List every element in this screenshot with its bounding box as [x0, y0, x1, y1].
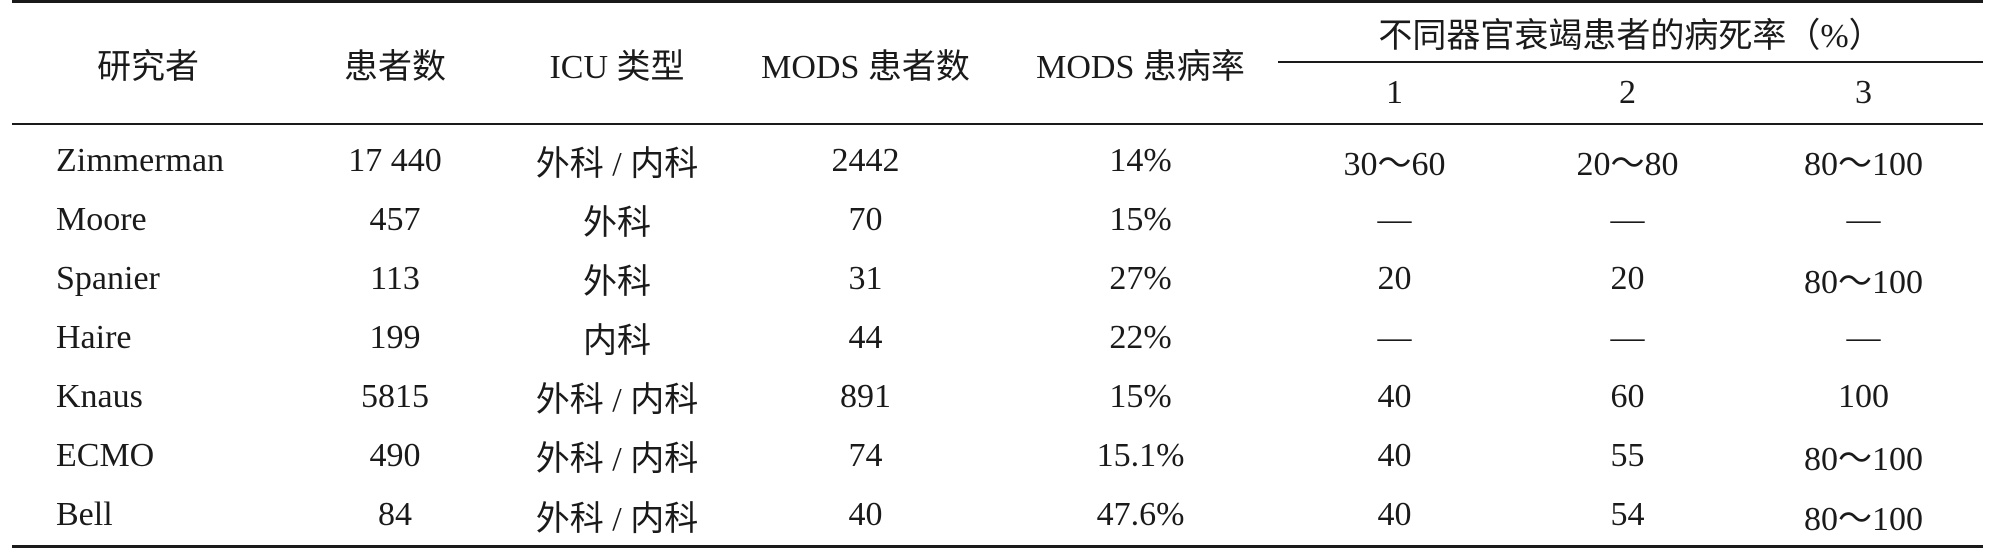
- header-icu-type: ICU 类型: [506, 0, 728, 125]
- header-row-bottom: 1 2 3: [12, 62, 1983, 125]
- cell-mortality-2: —: [1610, 318, 1645, 356]
- cell-researcher: ECMO: [56, 436, 155, 474]
- cell-mortality-3: —: [1846, 318, 1881, 356]
- cell-icu-type: 外科: [583, 264, 651, 301]
- cell-researcher: Knaus: [56, 377, 143, 415]
- table-row: Bell 84 外科 / 内科 40 47.6% 40 54 80～100: [12, 485, 1983, 548]
- table-row: Knaus 5815 外科 / 内科 891 15% 40 60 100: [12, 367, 1983, 426]
- table-row: Zimmerman 17 440 外科 / 内科 2442 14% 30～60 20～80 8…: [12, 124, 1983, 190]
- cell-mortality-3: 80～100: [1804, 146, 1923, 183]
- cell-researcher: Bell: [12, 485, 284, 548]
- cell-mortality-3: —: [1846, 200, 1881, 238]
- cell-patients: 5815: [361, 377, 429, 415]
- cell-mods-patients: 44: [848, 318, 883, 356]
- table-row: Spanier 113 外科 31 27% 20 20 80～100: [12, 249, 1983, 308]
- cell-patients: 113: [370, 259, 420, 297]
- cell-researcher: Spanier: [56, 259, 160, 297]
- cell-mods-rate: 15%: [1109, 377, 1172, 415]
- header-patients: 患者数: [284, 0, 506, 125]
- cell-mortality-2: 60: [1610, 377, 1645, 415]
- cell-mortality-1: 40: [1377, 377, 1412, 415]
- cell-mods-rate: 15%: [1109, 200, 1172, 238]
- table-row: Moore 457 外科 70 15% — — —: [12, 190, 1983, 249]
- cell-researcher: Haire: [56, 318, 132, 356]
- cell-researcher: Moore: [56, 200, 147, 238]
- cell-icu-type: 外科 / 内科: [535, 146, 699, 183]
- cell-mods-patients: 891: [840, 377, 891, 415]
- cell-mortality-1: 20: [1377, 259, 1412, 297]
- table-body: Zimmerman 17 440 外科 / 内科 2442 14% 30～60 20～80 8…: [12, 124, 1983, 548]
- cell-icu-type: 外科 / 内科: [535, 441, 699, 478]
- cell-mods-patients: 74: [848, 436, 883, 474]
- cell-mortality-3: 100: [1838, 377, 1889, 415]
- cell-mortality-2: —: [1610, 200, 1645, 238]
- cell-patients: 84: [284, 485, 506, 548]
- cell-mortality-3: 80～100: [1744, 485, 1983, 548]
- cell-mods-rate: 27%: [1109, 259, 1172, 297]
- cell-mods-patients: 31: [848, 259, 883, 297]
- cell-mortality-3: 80～100: [1804, 264, 1923, 301]
- cell-mortality-1: 30～60: [1343, 146, 1446, 183]
- header-organ-count-2: 2: [1511, 62, 1744, 125]
- cell-researcher: Zimmerman: [56, 141, 225, 179]
- cell-mods-patients: 70: [848, 200, 883, 238]
- cell-mortality-1: 40: [1377, 436, 1412, 474]
- cell-mods-rate: 14%: [1109, 141, 1172, 179]
- header-row-top: 研究者 患者数 ICU 类型 MODS 患者数 MODS 患病率 不同器官衰竭患…: [12, 0, 1983, 125]
- cell-icu-type: 外科 / 内科: [535, 382, 699, 419]
- cell-mods-rate: 22%: [1109, 318, 1172, 356]
- header-researcher: 研究者: [12, 0, 284, 125]
- cell-mortality-2: 20～80: [1576, 146, 1679, 183]
- cell-mortality-1: —: [1377, 318, 1412, 356]
- header-organ-count-3: 3: [1744, 62, 1983, 125]
- cell-patients: 457: [369, 200, 421, 238]
- cell-patients: 490: [369, 436, 421, 474]
- cell-icu-type: 外科: [583, 205, 651, 242]
- cell-mortality-2: 55: [1610, 436, 1645, 474]
- cell-mortality-1: —: [1377, 200, 1412, 238]
- cell-mortality-1: 40: [1278, 485, 1511, 548]
- table-row: Haire 199 内科 44 22% — — —: [12, 308, 1983, 367]
- cell-icu-type: 外科 / 内科: [506, 485, 728, 548]
- header-mods-rate: MODS 患病率: [1003, 0, 1278, 125]
- mods-mortality-table: 研究者 患者数 ICU 类型 MODS 患者数 MODS 患病率 不同器官衰竭患…: [12, 0, 1983, 548]
- cell-mods-patients: 2442: [831, 141, 900, 179]
- header-mortality-group: 不同器官衰竭患者的病死率（%）: [1278, 0, 1983, 63]
- cell-mods-rate: 15.1%: [1096, 436, 1185, 474]
- table-header: 研究者 患者数 ICU 类型 MODS 患者数 MODS 患病率 不同器官衰竭患…: [12, 0, 1983, 125]
- cell-mortality-2: 54: [1511, 485, 1744, 548]
- table-row: ECMO 490 外科 / 内科 74 15.1% 40 55 80～100: [12, 426, 1983, 485]
- cell-mortality-2: 20: [1610, 259, 1645, 297]
- cell-patients: 17 440: [348, 141, 442, 179]
- cell-patients: 199: [369, 318, 421, 356]
- cell-mods-patients: 40: [728, 485, 1003, 548]
- cell-mods-rate: 47.6%: [1003, 485, 1278, 548]
- header-mods-patients: MODS 患者数: [728, 0, 1003, 125]
- cell-icu-type: 内科: [583, 323, 651, 360]
- header-organ-count-1: 1: [1278, 62, 1511, 125]
- cell-mortality-3: 80～100: [1804, 441, 1923, 478]
